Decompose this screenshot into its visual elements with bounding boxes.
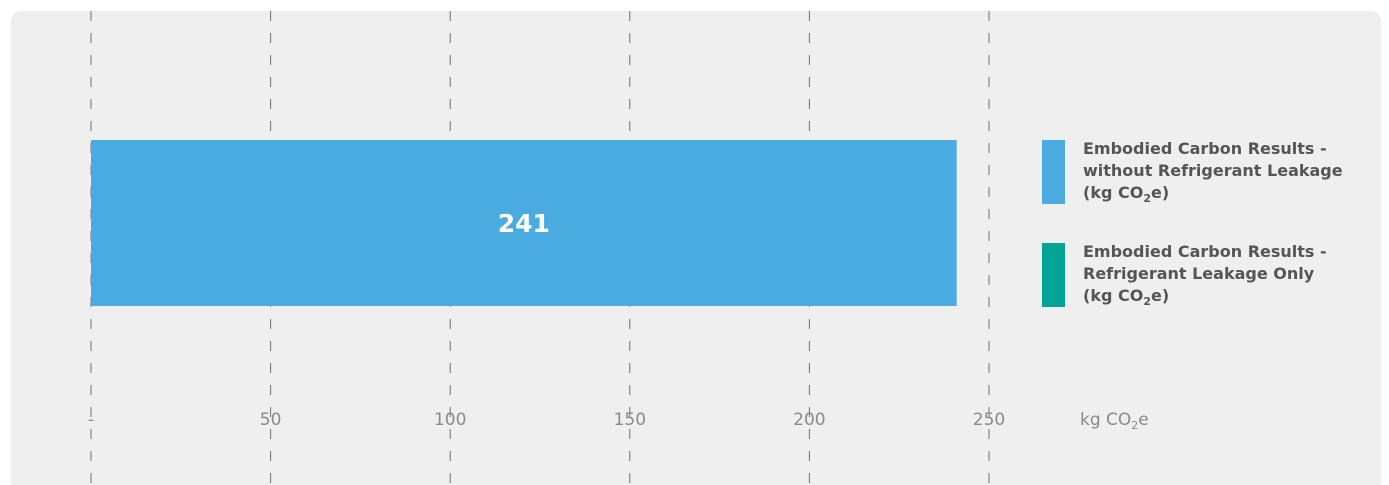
chart-svg: 241 - 50 100 150 200 250 kg CO2e Embodied Car… <box>88 11 1343 485</box>
legend-label: Embodied Carbon Results - <box>1083 242 1327 261</box>
x-axis-ticks: - 50 100 150 200 250 <box>88 410 1005 430</box>
x-tick-label: 200 <box>793 410 825 430</box>
legend: Embodied Carbon Results - without Refrige… <box>1042 139 1343 308</box>
legend-swatch <box>1042 140 1065 204</box>
x-tick-label: 50 <box>260 410 282 430</box>
x-tick-label: 100 <box>434 410 466 430</box>
legend-label: without Refrigerant Leakage <box>1083 161 1343 180</box>
bars: 241 <box>91 140 957 306</box>
chart-panel: 241 - 50 100 150 200 250 kg CO2e Embodied Car… <box>11 11 1381 485</box>
legend-swatch <box>1042 243 1065 307</box>
x-tick-label: - <box>88 410 94 430</box>
legend-label: (kg CO2e) <box>1083 183 1169 205</box>
bar-value-label: 241 <box>498 209 550 238</box>
legend-label: Embodied Carbon Results - <box>1083 139 1327 158</box>
bar-segment <box>91 140 957 306</box>
legend-label: Refrigerant Leakage Only <box>1083 264 1315 283</box>
x-axis-unit-label: kg CO2e <box>1080 410 1149 432</box>
x-tick-label: 150 <box>614 410 646 430</box>
x-tick-label: 250 <box>973 410 1005 430</box>
legend-label: (kg CO2e) <box>1083 286 1169 308</box>
